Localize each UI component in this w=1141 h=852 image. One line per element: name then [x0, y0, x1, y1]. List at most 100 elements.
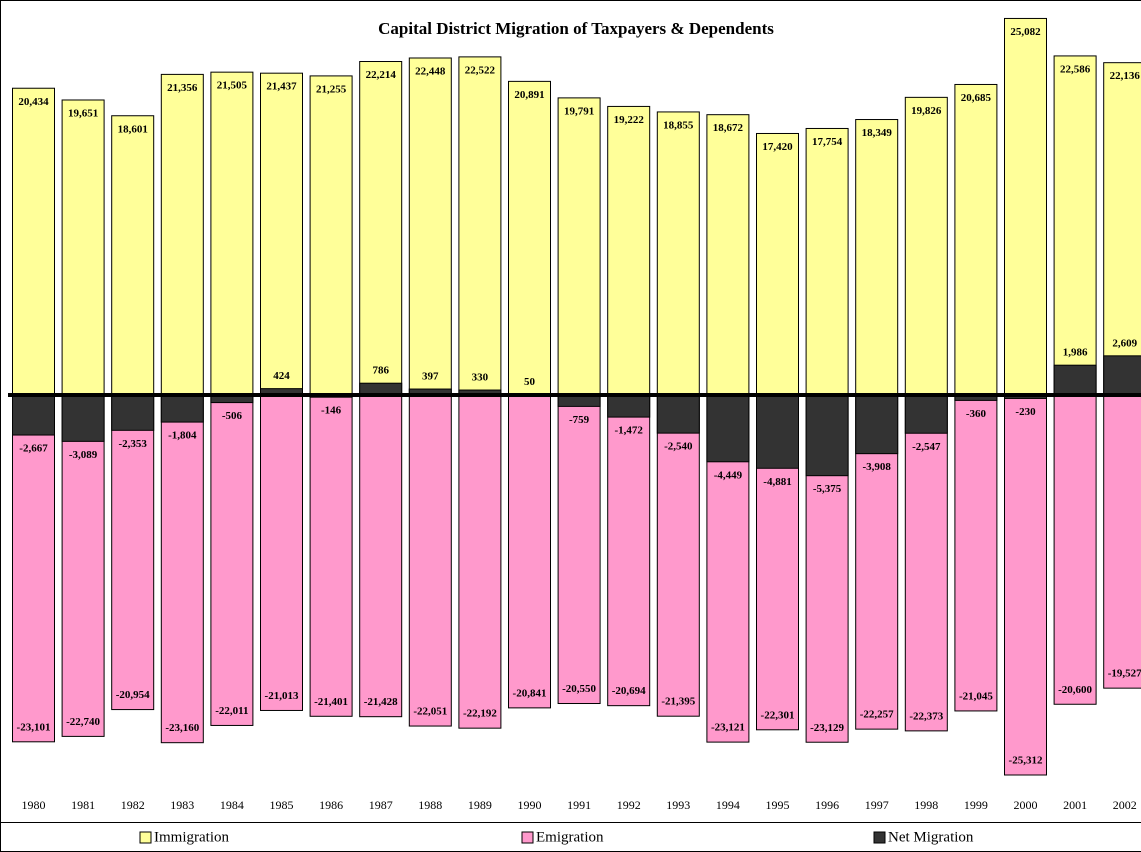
- bar: [656, 394, 700, 434]
- data-label: -22,192: [463, 708, 497, 720]
- bar: [160, 394, 204, 744]
- data-label: -20,841: [513, 687, 547, 699]
- data-label: -23,129: [810, 722, 844, 734]
- data-label: 22,586: [1060, 63, 1091, 75]
- data-label: 18,601: [118, 123, 148, 135]
- legend-swatch: [139, 831, 152, 844]
- data-label: -146: [321, 405, 342, 417]
- data-label: -4,449: [714, 469, 743, 481]
- bar: [12, 394, 55, 743]
- data-label: -1,472: [614, 425, 643, 437]
- data-label: -20,954: [116, 689, 150, 701]
- bar: [210, 394, 254, 726]
- legend-swatch: [873, 831, 886, 844]
- bar: [607, 105, 651, 396]
- x-tick-label: 1999: [964, 798, 988, 812]
- legend-label: Net Migration: [888, 829, 974, 845]
- data-label: -1,804: [168, 430, 197, 442]
- data-label: 1,986: [1063, 347, 1088, 359]
- bar: [954, 83, 998, 396]
- bar: [756, 132, 799, 396]
- data-label: 22,522: [465, 64, 496, 76]
- data-label: -22,740: [66, 716, 100, 728]
- x-tick-label: 1988: [418, 798, 442, 812]
- data-label: 397: [422, 371, 439, 383]
- bar: [954, 394, 998, 712]
- x-tick-label: 1991: [567, 798, 591, 812]
- data-label: 22,136: [1110, 70, 1141, 82]
- bar: [656, 394, 700, 717]
- bar: [706, 114, 750, 396]
- data-label: -5,375: [813, 483, 842, 495]
- bar: [607, 394, 651, 418]
- data-label: -3,089: [69, 449, 98, 461]
- bar: [359, 394, 403, 718]
- x-tick-label: 2002: [1113, 798, 1137, 812]
- x-tick-label: 1996: [815, 798, 839, 812]
- x-tick-label: 2001: [1063, 798, 1087, 812]
- x-tick-label: 1990: [518, 798, 542, 812]
- bar: [12, 394, 55, 436]
- data-label: -2,540: [664, 441, 693, 453]
- data-label: 330: [472, 372, 489, 384]
- x-tick-label: 2000: [1014, 798, 1038, 812]
- x-tick-label: 1982: [121, 798, 145, 812]
- bar: [508, 80, 551, 396]
- data-label: 19,826: [911, 105, 942, 117]
- legend-label: Immigration: [154, 829, 229, 845]
- data-label: -20,600: [1058, 684, 1092, 696]
- data-label: -2,667: [19, 443, 48, 455]
- data-label: -23,121: [711, 722, 745, 734]
- x-tick-label: 1985: [270, 798, 294, 812]
- bar: [111, 394, 155, 711]
- bar: [111, 115, 155, 396]
- data-label: 18,855: [663, 119, 694, 131]
- data-label: -20,694: [612, 685, 646, 697]
- data-label: 19,222: [614, 114, 645, 126]
- data-label: 2,609: [1112, 337, 1137, 349]
- data-label: 21,255: [316, 83, 347, 95]
- bar: [309, 75, 353, 396]
- x-tick-label: 1997: [865, 798, 889, 812]
- data-label: 786: [372, 365, 389, 377]
- data-label: -21,401: [314, 696, 348, 708]
- data-label: 22,214: [366, 69, 397, 81]
- data-label: 22,448: [415, 66, 446, 78]
- bar: [1103, 355, 1141, 396]
- bar: [904, 394, 948, 434]
- data-label: -22,011: [215, 705, 248, 717]
- data-label: 19,791: [564, 105, 594, 117]
- data-label: -21,428: [364, 696, 398, 708]
- data-label: -21,395: [661, 696, 695, 708]
- bar: [408, 57, 452, 396]
- bar: [458, 394, 502, 729]
- data-label: 50: [524, 376, 536, 388]
- bar: [1053, 55, 1097, 396]
- data-label: 18,349: [862, 127, 893, 139]
- data-label: 25,082: [1010, 26, 1041, 38]
- bar: [1103, 394, 1141, 689]
- legend-swatch: [521, 831, 534, 844]
- x-tick-label: 1998: [914, 798, 938, 812]
- data-label: -20,550: [562, 683, 596, 695]
- bar: [61, 99, 105, 396]
- bar: [260, 394, 303, 711]
- bar: [160, 73, 204, 396]
- x-tick-label: 1986: [319, 798, 343, 812]
- data-label: -2,353: [118, 438, 147, 450]
- bar: [111, 394, 155, 431]
- x-tick-label: 1981: [71, 798, 95, 812]
- x-tick-label: 1992: [617, 798, 641, 812]
- bar: [557, 97, 601, 396]
- bar: [855, 119, 899, 396]
- bar: [309, 394, 353, 717]
- bar: [805, 394, 849, 477]
- data-label: 20,685: [961, 92, 992, 104]
- data-label: -23,101: [17, 721, 51, 733]
- bar: [458, 56, 502, 396]
- bar: [160, 394, 204, 423]
- data-label: 424: [273, 370, 290, 382]
- x-tick-label: 1995: [766, 798, 790, 812]
